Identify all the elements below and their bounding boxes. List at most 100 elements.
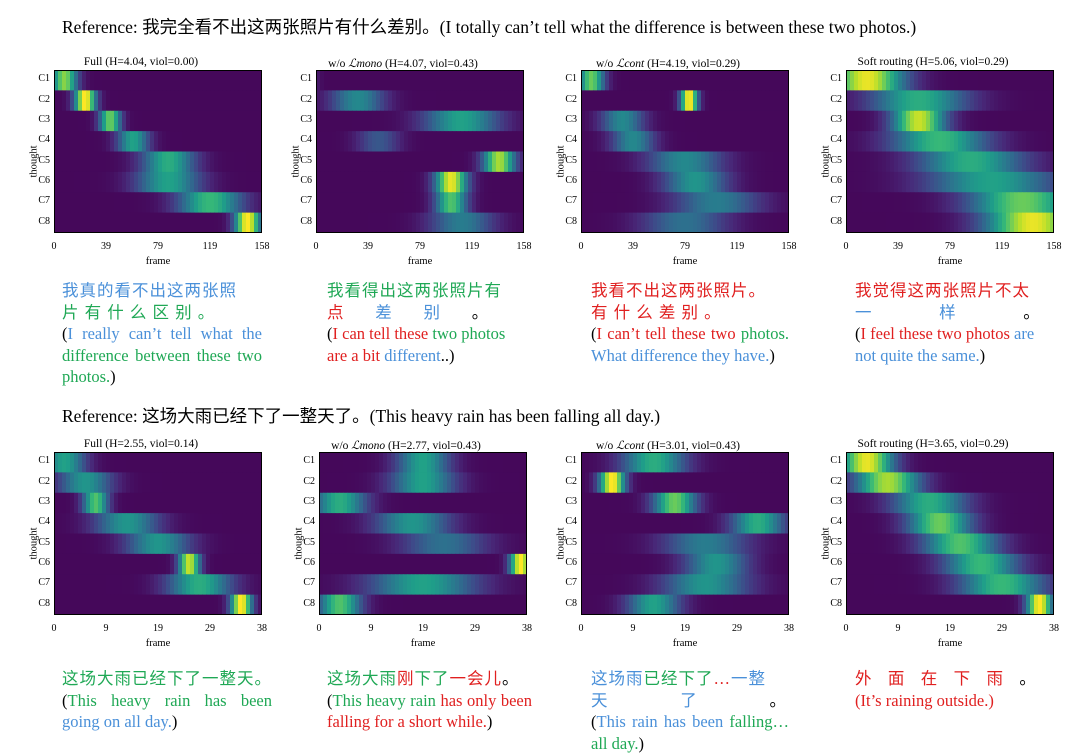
heat-cell [597,110,602,132]
heat-cell [254,472,259,494]
heat-cell [689,594,694,615]
heat-cell [515,472,520,494]
heat-cell [178,151,183,173]
heat-cell [416,90,421,112]
heat-cell [435,492,440,514]
heat-cell [950,452,955,473]
heat-cell [352,131,357,153]
heat-cell [737,513,742,535]
output-zh-line: 一 样 。 [855,302,1041,322]
heat-cell [906,171,911,193]
heat-cell [138,171,143,193]
heat-cell [106,192,111,214]
heat-cell [182,171,187,193]
heat-cell [886,553,891,575]
heat-cell [934,472,939,494]
heat-cell [416,192,421,214]
heat-cell [701,452,706,473]
heat-cell [190,452,195,473]
heat-cell [186,151,191,173]
heat-cell [336,110,341,132]
heat-cell [669,594,674,615]
heatmap-border [54,452,262,615]
heat-cell [198,171,203,193]
heat-cell [930,90,935,112]
heat-cell [387,452,392,473]
heat-cell [479,492,484,514]
heat-cell [621,212,626,233]
heat-cell [970,513,975,535]
heat-cell [194,110,199,132]
heat-cell [174,574,179,596]
heat-cell [74,492,79,514]
heat-cell [990,151,995,173]
heat-cell [878,131,883,153]
heat-cell [246,171,251,193]
heat-cell [194,192,199,214]
heat-cell [130,574,135,596]
heat-cell [126,171,131,193]
heat-cell [226,513,231,535]
heat-cell [725,553,730,575]
heat-cell [894,553,899,575]
heat-cell [340,151,345,173]
heat-cell [753,492,758,514]
heat-cell [520,171,524,193]
heat-cell [625,90,630,112]
heat-cell [336,151,341,173]
heat-cell [749,472,754,494]
heat-cell [379,492,384,514]
heat-cell [701,533,706,555]
heat-cell [741,533,746,555]
heat-cell [504,110,509,132]
heat-cell [1046,513,1051,535]
heat-cell [250,131,255,153]
heat-cell [375,492,380,514]
heat-cell [785,90,789,112]
heat-cell [142,192,147,214]
heat-cell [894,594,899,615]
heat-cell [745,131,750,153]
heat-cell [649,131,654,153]
heat-cell [898,131,903,153]
heat-cell [327,452,332,473]
heat-cell [348,192,353,214]
heat-cell [994,452,999,473]
heat-cell [890,171,895,193]
heat-cell [641,171,646,193]
heat-cell [464,171,469,193]
heat-cell [206,192,211,214]
heat-cell [82,212,87,233]
heat-cell [90,171,95,193]
heat-cell [870,90,875,112]
heat-cell [621,574,626,596]
heat-cell [403,594,408,615]
heat-cell [581,492,586,514]
heat-cell [593,553,598,575]
heat-cell [170,533,175,555]
heat-cell [990,452,995,473]
heat-cell [427,472,432,494]
heat-cell [677,492,682,514]
heat-cell [946,513,951,535]
heat-cell [420,131,425,153]
heat-cell [653,492,658,514]
heat-cell [258,110,262,132]
heat-cell [86,171,91,193]
heat-cell [966,574,971,596]
heat-cell [66,472,71,494]
heat-cell [601,452,606,473]
heat-cell [186,212,191,233]
heat-cell [902,90,907,112]
heat-cell [316,212,321,233]
heat-cell [882,90,887,112]
heat-cell [926,574,931,596]
heat-cell [344,171,349,193]
heat-cell [910,553,915,575]
heat-cell [589,212,594,233]
heat-cell [403,533,408,555]
heat-cell [396,212,401,233]
heat-cell [443,452,448,473]
heat-cell [242,110,247,132]
heat-cell [609,151,614,173]
